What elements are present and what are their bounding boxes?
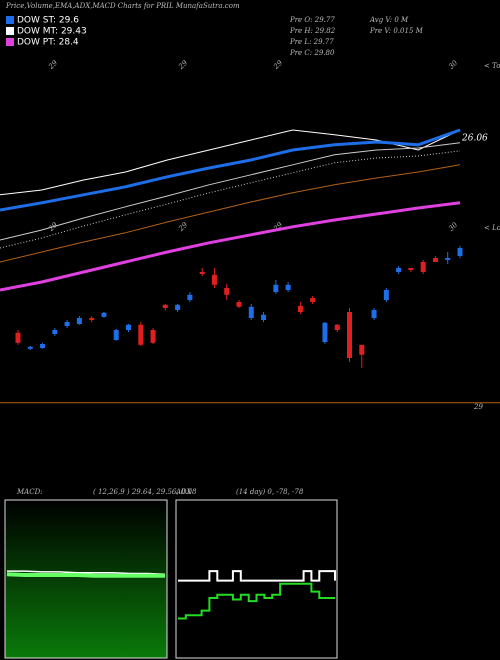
legend-label: DOW PT: 28.4 bbox=[17, 38, 79, 48]
candle-body bbox=[162, 304, 168, 308]
legend-swatch bbox=[6, 16, 14, 24]
candle-body bbox=[334, 324, 340, 330]
chart-title: Price,Volume,EMA,ADX,MACD Charts for PRI… bbox=[5, 2, 240, 10]
info-label: Pre L: 29.77 bbox=[289, 38, 334, 46]
ema-line bbox=[0, 129, 461, 196]
candle-body bbox=[408, 268, 414, 270]
candle-body bbox=[40, 344, 46, 348]
panel-bg bbox=[175, 499, 338, 659]
info-label: Pre C: 29.80 bbox=[289, 49, 335, 57]
side-label: < Topo bbox=[484, 62, 500, 70]
candle-body bbox=[420, 262, 426, 272]
info-label: Avg V: 0 M bbox=[369, 16, 409, 24]
candle-body bbox=[297, 306, 303, 312]
legend-label: DOW MT: 29.43 bbox=[17, 27, 87, 37]
legend-swatch bbox=[6, 38, 14, 46]
candle-body bbox=[150, 330, 156, 343]
candle-body bbox=[138, 324, 144, 345]
panel-subtitle: ( 12,26,9 ) 29.64, 29.56, 0.08 bbox=[93, 488, 197, 496]
info-label: Pre H: 29.82 bbox=[289, 27, 336, 35]
candle-body bbox=[224, 288, 230, 295]
panel-bg bbox=[4, 499, 168, 659]
info-label: Pre V: 0.015 M bbox=[369, 27, 424, 35]
panel-title: ADX bbox=[175, 488, 193, 496]
candle-body bbox=[273, 284, 279, 292]
candle-body bbox=[113, 330, 119, 340]
date-label: 30 bbox=[447, 58, 459, 70]
candle-body bbox=[27, 346, 33, 349]
side-label: < Losm bbox=[484, 224, 500, 232]
candle-body bbox=[310, 298, 316, 302]
ema-line bbox=[0, 128, 461, 212]
candle-body bbox=[248, 306, 254, 318]
candle-body bbox=[76, 318, 82, 324]
candle-body bbox=[285, 284, 291, 290]
candle-body bbox=[187, 294, 193, 300]
ema-line-dotted bbox=[0, 150, 461, 249]
candle-body bbox=[199, 272, 205, 274]
candle-body bbox=[236, 302, 242, 307]
candle-body bbox=[261, 314, 267, 320]
ema-line bbox=[0, 201, 461, 292]
panel-subtitle: (14 day) 0, -78, -78 bbox=[236, 488, 304, 496]
candle-body bbox=[89, 318, 95, 320]
legend-swatch bbox=[6, 27, 14, 35]
candle-body bbox=[347, 312, 352, 358]
candle-body bbox=[64, 322, 70, 326]
info-label: Pre O: 29.77 bbox=[289, 16, 335, 24]
candle-body bbox=[101, 312, 107, 317]
ema-line bbox=[0, 164, 461, 263]
date-label: 29 bbox=[46, 58, 59, 71]
indicator-line bbox=[178, 582, 335, 620]
candle-body bbox=[445, 258, 451, 260]
h-line-label: 29 bbox=[473, 403, 483, 411]
candle-body bbox=[396, 268, 402, 272]
date-label: 30 bbox=[447, 220, 459, 232]
indicator-line bbox=[6, 572, 165, 578]
candle-body bbox=[175, 304, 181, 310]
candle-body bbox=[371, 310, 377, 318]
candle-body bbox=[52, 330, 58, 334]
indicator-line bbox=[178, 570, 336, 582]
date-label: 29 bbox=[176, 58, 189, 71]
ema-line bbox=[0, 142, 461, 241]
candle-body bbox=[322, 322, 328, 342]
date-label: 29 bbox=[176, 220, 189, 233]
last-price-label: 26.06 bbox=[461, 134, 488, 144]
candle-body bbox=[383, 290, 389, 300]
candle-body bbox=[457, 248, 463, 256]
candle-body bbox=[432, 258, 438, 262]
indicator-line bbox=[7, 570, 166, 576]
candle-body bbox=[15, 332, 21, 343]
candle-body bbox=[126, 324, 131, 330]
date-label: 29 bbox=[271, 58, 284, 71]
legend-label: DOW ST: 29.6 bbox=[17, 16, 79, 26]
candle-body bbox=[359, 344, 365, 355]
panel-title: MACD: bbox=[16, 488, 43, 496]
candle-body bbox=[211, 274, 217, 285]
